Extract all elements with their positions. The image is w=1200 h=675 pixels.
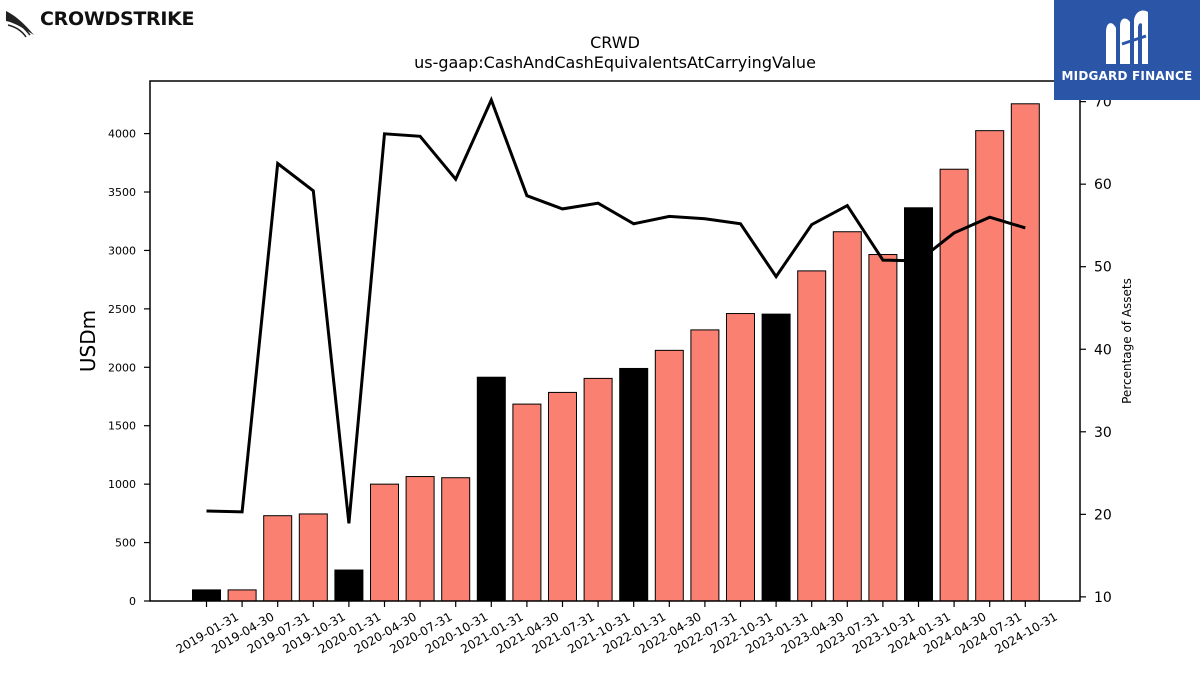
bar-2021-07-31	[548, 391, 577, 602]
y-axis-ticks: 0 500 1000 1500 2000 2500 3000 3500 4000	[108, 128, 150, 608]
bar-2020-01-31	[334, 569, 364, 602]
percentage-line	[206, 96, 1026, 524]
bar-2023-10-31	[868, 254, 898, 602]
y2-axis-label: Percentage of Assets	[1120, 278, 1134, 404]
bar-2022-01-31	[619, 367, 649, 602]
falcon-icon	[5, 11, 34, 38]
y2-tick-label: 10	[1094, 590, 1112, 606]
y-tick-label: 2000	[108, 361, 136, 374]
bar-2024-01-31	[904, 207, 933, 602]
bar-2023-07-31	[832, 231, 862, 602]
y-tick-label: 3000	[108, 244, 136, 257]
bar-2021-04-30	[512, 403, 542, 602]
y2-tick-label: 40	[1094, 342, 1112, 358]
y2-tick-label: 60	[1094, 177, 1112, 193]
bar-2024-10-31	[1010, 103, 1040, 602]
bar-2022-04-30	[654, 349, 684, 602]
plot-frame	[149, 80, 1081, 602]
bar-2020-04-30	[370, 483, 399, 602]
line-group	[206, 96, 1026, 524]
bar-2020-07-31	[405, 476, 435, 602]
y2-tick-label: 20	[1094, 507, 1112, 523]
bar-2019-10-31	[298, 513, 328, 602]
y-tick-label: 1000	[108, 478, 136, 491]
y-tick-label: 1500	[108, 420, 136, 433]
crowdstrike-logo: CROWDSTRIKE	[4, 4, 195, 40]
y-tick-label: 2500	[108, 303, 136, 316]
bar-2022-10-31	[726, 313, 755, 602]
bar-2022-07-31	[690, 329, 720, 602]
bar-2023-01-31	[761, 313, 791, 602]
bar-2019-04-30	[227, 589, 257, 602]
chart-subtitle: us-gaap:CashAndCashEquivalentsAtCarrying…	[414, 53, 816, 72]
bar-2019-07-31	[263, 515, 293, 602]
crowdstrike-wordmark: CROWDSTRIKE	[40, 8, 195, 30]
bar-2023-04-30	[797, 270, 827, 602]
bar-2021-10-31	[583, 377, 613, 602]
chart-title: CRWD	[590, 33, 640, 52]
y-tick-label: 0	[129, 595, 136, 608]
bar-2024-07-31	[975, 130, 1005, 602]
bars-group	[192, 103, 1040, 602]
midgard-emblem-icon	[1106, 10, 1148, 64]
midgard-finance-wordmark: MIDGARD FINANCE	[1061, 69, 1193, 83]
y-tick-label: 4000	[108, 128, 136, 141]
y-tick-label: 500	[115, 537, 136, 550]
y2-tick-label: 30	[1094, 425, 1112, 441]
midgard-finance-logo: MIDGARD FINANCE	[1054, 0, 1200, 100]
x-axis-ticks: 2019-01-312019-04-302019-07-312019-10-31…	[174, 601, 1060, 656]
y2-tick-label: 50	[1094, 260, 1112, 276]
bar-2021-01-31	[476, 376, 506, 602]
y-tick-label: 3500	[108, 186, 136, 199]
bar-2020-10-31	[441, 477, 471, 602]
y-axis-label: USDm	[76, 310, 100, 372]
bar-2019-01-31	[192, 589, 221, 602]
